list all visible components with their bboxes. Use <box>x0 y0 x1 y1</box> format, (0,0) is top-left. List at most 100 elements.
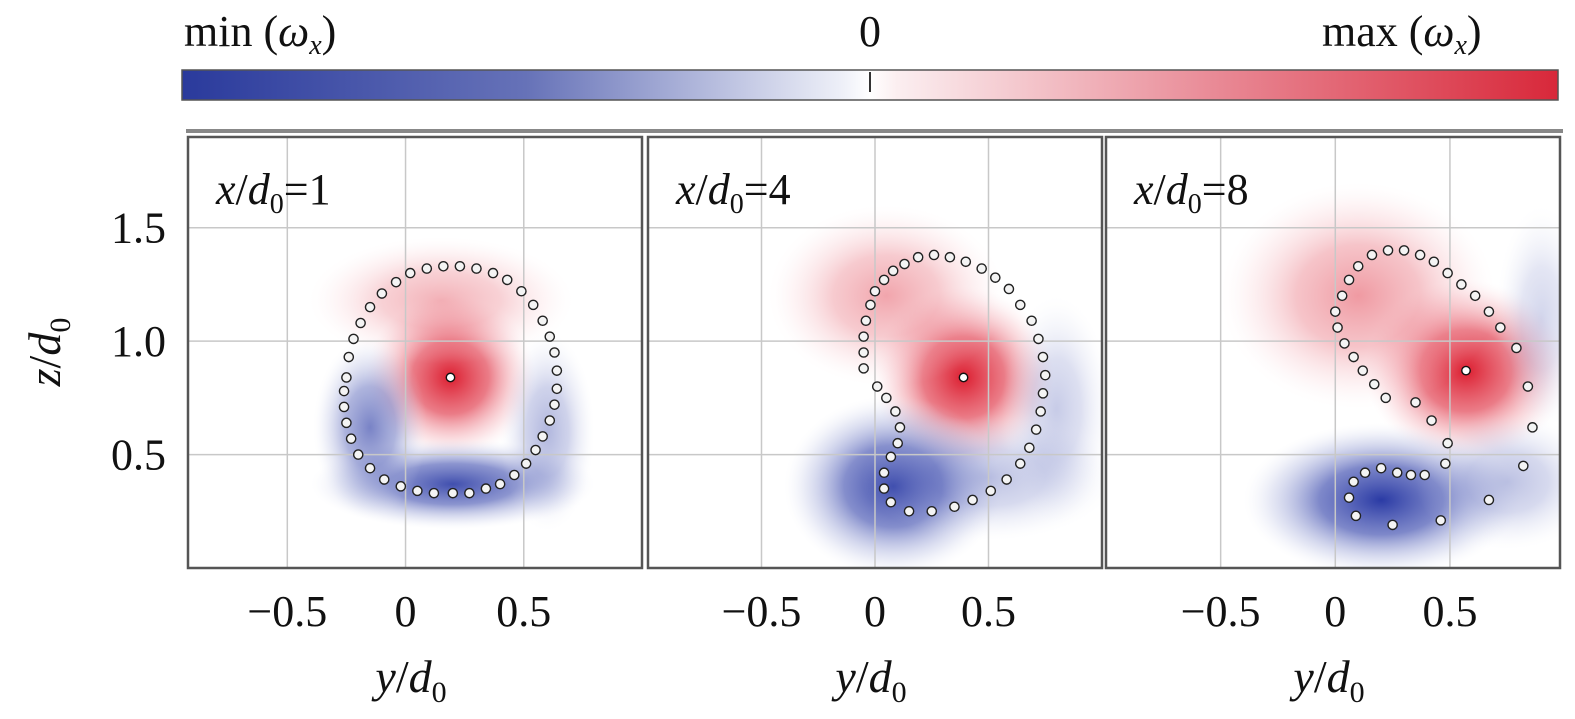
trajectory-marker <box>480 483 492 494</box>
trajectory-marker <box>960 256 972 268</box>
trajectory-marker <box>395 481 407 492</box>
trajectory-marker <box>1495 322 1506 333</box>
x-tick-label: 0.5 <box>961 587 1016 636</box>
trajectory-marker <box>1442 267 1453 279</box>
trajectory-marker <box>976 263 987 274</box>
colorbar-min-label: min (ωx) <box>184 7 336 61</box>
trajectory-marker <box>1483 306 1495 317</box>
positive-vorticity-blob <box>1220 182 1496 410</box>
trajectory-marker <box>858 363 869 374</box>
panel-title: x/d0=1 <box>215 165 331 220</box>
trajectory-marker <box>878 274 890 286</box>
trajectory-markers <box>858 249 1051 517</box>
trajectory-marker <box>501 274 513 286</box>
trajectory-marker <box>1350 510 1362 522</box>
trajectory-marker <box>1033 333 1044 345</box>
trajectory-marker <box>1014 299 1026 311</box>
x-tick-label: −0.5 <box>1181 587 1261 636</box>
trajectory-marker <box>1375 462 1387 474</box>
trajectory-marker <box>537 431 548 442</box>
trajectory-marker <box>869 285 881 297</box>
trajectory-marker <box>1357 365 1369 376</box>
trajectory-marker <box>1428 256 1440 268</box>
trajectory-marker <box>1435 515 1447 526</box>
trajectory-marker <box>1030 424 1042 435</box>
trajectory-marker <box>912 251 924 263</box>
trajectory-marker <box>1419 469 1431 481</box>
trajectory-marker <box>376 288 388 299</box>
trajectory-marker <box>1368 378 1380 390</box>
trajectory-marker <box>341 417 352 429</box>
y-tick-label: 1.5 <box>111 204 166 253</box>
trajectory-marker <box>1359 467 1371 479</box>
panel-1: x/d0=1 −0.5 0 0.5 y/d0 0.5 1.0 1.5 <box>111 135 644 709</box>
trajectory-marker <box>348 333 359 345</box>
x-tick-label: 0.5 <box>1422 587 1477 636</box>
panel-title: x/d0=8 <box>1133 165 1249 220</box>
trajectory-marker <box>1352 260 1364 272</box>
vortex-center-marker <box>958 372 969 383</box>
vortex-center-marker <box>1461 365 1471 376</box>
x-axis-label: y/d0 <box>831 651 906 709</box>
trajectory-marker <box>1343 274 1355 286</box>
trajectory-marker <box>1339 338 1350 349</box>
trajectory-marker <box>1035 406 1047 417</box>
trajectory-marker <box>530 444 541 456</box>
trajectory-marker <box>1398 245 1410 256</box>
trajectory-marker <box>1024 442 1035 454</box>
trajectory-marker <box>1426 415 1437 426</box>
trajectory-marker <box>390 276 402 288</box>
panels-group: x/d0=1 −0.5 0 0.5 y/d0 0.5 1.0 1.5 x/d0=4 −0.5 0 0.… <box>111 135 1562 709</box>
trajectory-marker <box>1440 458 1451 469</box>
trajectory-marker <box>1518 460 1529 472</box>
negative-vorticity-blob <box>1495 205 1560 432</box>
colorbar-max-label: max (ωx) <box>1322 7 1482 61</box>
trajectory-marker <box>1329 306 1341 317</box>
vorticity-field <box>308 236 595 532</box>
trajectory-marker <box>1522 381 1534 392</box>
trajectory-marker <box>881 392 892 404</box>
trajectory-marker <box>926 505 938 517</box>
trajectory-marker <box>352 449 364 460</box>
trajectory-marker <box>878 467 890 479</box>
vorticity-field <box>1220 182 1560 568</box>
trajectory-marker <box>858 331 869 342</box>
trajectory-marker <box>343 351 355 363</box>
x-tick-label: 0.5 <box>496 587 551 636</box>
trajectory-marker <box>1037 351 1049 363</box>
x-axis-label: y/d0 <box>1289 651 1364 709</box>
x-tick-label: −0.5 <box>247 587 327 636</box>
trajectory-marker <box>1348 476 1359 488</box>
y-tick-label: 1.0 <box>111 317 166 366</box>
trajectory-marker <box>549 399 560 410</box>
trajectory-marker <box>1483 494 1495 506</box>
trajectory-marker <box>1037 388 1049 399</box>
trajectory-marker <box>1410 397 1421 408</box>
trajectory-marker <box>378 474 390 485</box>
x-tick-label: 0 <box>1324 587 1346 636</box>
trajectory-marker <box>990 272 1001 283</box>
panel-frame <box>186 135 644 570</box>
y-tick-label: 0.5 <box>111 431 166 480</box>
trajectory-marker <box>338 385 350 397</box>
x-tick-label: 0 <box>395 587 417 636</box>
trajectory-marker <box>341 372 352 383</box>
trajectory-markers <box>1329 245 1538 531</box>
trajectory-marker <box>894 422 906 433</box>
trajectory-marker <box>878 483 890 494</box>
panel-frame <box>1104 135 1562 570</box>
trajectory-marker <box>471 263 482 274</box>
x-tick-label: −0.5 <box>722 587 802 636</box>
trajectory-marker <box>520 458 532 469</box>
trajectory-marker <box>890 406 901 417</box>
trajectory-marker <box>1405 469 1417 481</box>
vortex-center-marker <box>445 372 456 383</box>
trajectory-marker <box>949 501 960 513</box>
trajectory-marker <box>1382 245 1394 256</box>
trajectory-marker <box>858 347 869 358</box>
vorticity-field <box>768 205 1102 568</box>
panel-title: x/d0=4 <box>675 165 791 220</box>
trajectory-marker <box>1391 467 1403 479</box>
trajectory-marker <box>487 267 499 279</box>
trajectory-marker <box>871 381 883 392</box>
